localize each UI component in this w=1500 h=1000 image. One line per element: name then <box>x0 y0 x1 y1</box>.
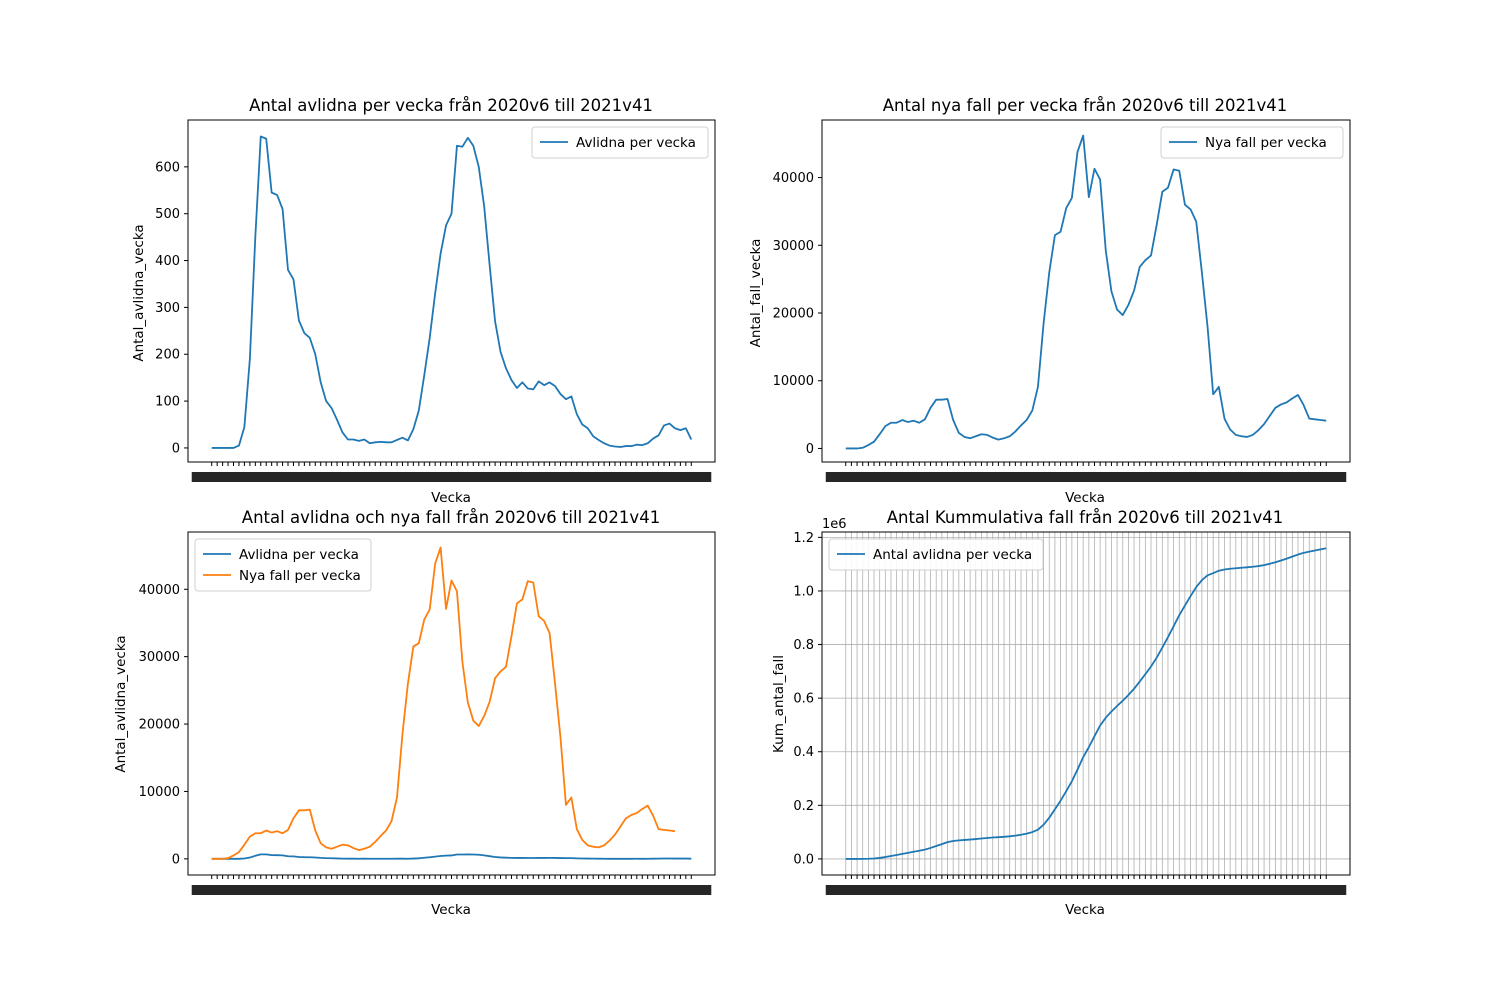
legend: Avlidna per vecka <box>531 126 709 159</box>
y-axis-label: Antal_avlidna_vecka <box>131 224 147 361</box>
series-line-1 <box>845 547 1327 860</box>
legend-frame <box>194 538 372 592</box>
y-tick-label: 400 <box>155 254 180 269</box>
axes-frame <box>187 531 716 876</box>
y-tick-label: 40000 <box>773 171 814 186</box>
series-line-1 <box>845 134 1327 450</box>
legend-entry: Nya fall per vecka <box>239 568 361 584</box>
panel-new-cases-per-week: Antal nya fall per vecka från 2020v6 til… <box>748 96 1351 506</box>
y-scale-note: 1e6 <box>822 517 847 532</box>
legend-entry: Antal avlidna per vecka <box>873 547 1032 563</box>
x-tick-labels-overlap <box>191 885 712 895</box>
series-line-2 <box>211 546 676 860</box>
legend-frame <box>828 538 1044 571</box>
panel-cumulative-cases: Antal Kummulativa fall från 2020v6 till … <box>771 508 1351 918</box>
y-tick-label: 0.8 <box>793 638 814 653</box>
y-tick-label: 100 <box>155 395 180 410</box>
x-axis-label: Vecka <box>1065 902 1105 918</box>
y-tick-label: 30000 <box>773 239 814 254</box>
y-tick-label: 0 <box>806 442 814 457</box>
y-tick-label: 0.0 <box>793 852 814 867</box>
panel-deaths-per-week: Antal avlidna per vecka från 2020v6 till… <box>131 96 716 506</box>
legend-frame <box>1160 126 1344 159</box>
axes-frame <box>821 119 1351 463</box>
axes-frame <box>821 531 1351 876</box>
y-tick-label: 1.2 <box>793 531 814 546</box>
x-tick-labels-overlap <box>825 472 1347 482</box>
y-tick-label: 600 <box>155 160 180 175</box>
y-tick-label: 0 <box>172 852 180 867</box>
y-tick-label: 500 <box>155 207 180 222</box>
y-tick-label: 10000 <box>139 785 180 800</box>
plot-area: 0 10000 20000 30000 40000 Nya fall per vecka <box>773 119 1351 482</box>
y-axis-label: Antal_avlidna_vecka <box>113 635 129 772</box>
legend-entry: Avlidna per vecka <box>239 547 359 563</box>
panel-title: Antal Kummulativa fall från 2020v6 till … <box>887 508 1284 527</box>
panel-deaths-and-cases: Antal avlidna och nya fall från 2020v6 t… <box>113 508 716 918</box>
y-tick-label: 40000 <box>139 583 180 598</box>
y-axis-label: Antal_fall_vecka <box>748 239 764 348</box>
x-axis-label: Vecka <box>431 902 471 918</box>
y-tick-label: 20000 <box>773 307 814 322</box>
axes-frame <box>187 119 716 463</box>
legend-entry: Avlidna per vecka <box>576 135 696 151</box>
y-tick-label: 0.2 <box>793 799 814 814</box>
y-tick-label: 0.6 <box>793 692 814 707</box>
y-tick-label: 300 <box>155 301 180 316</box>
y-tick-label: 1.0 <box>793 584 814 599</box>
legend: Nya fall per vecka <box>1160 126 1344 159</box>
plot-area: 0 10000 20000 30000 40000 Avlidna per vecka Ny… <box>139 531 716 895</box>
x-axis-label: Vecka <box>431 490 471 506</box>
y-tick-label: 10000 <box>773 374 814 389</box>
y-tick-label: 200 <box>155 348 180 363</box>
legend-frame <box>531 126 709 159</box>
series-line-1 <box>211 853 692 860</box>
y-tick-label: 20000 <box>139 718 180 733</box>
y-axis-label: Kum_antal_fall <box>771 655 787 753</box>
panel-title: Antal avlidna och nya fall från 2020v6 t… <box>242 508 660 527</box>
x-tick-labels-overlap <box>825 885 1347 895</box>
y-tick-label: 0.4 <box>793 745 814 760</box>
legend-entry: Nya fall per vecka <box>1205 135 1327 151</box>
series-line-1 <box>211 135 693 449</box>
y-tick-label: 0 <box>172 441 180 456</box>
panel-title: Antal nya fall per vecka från 2020v6 til… <box>883 96 1287 115</box>
plot-area: 0.0 0.2 0.4 0.6 0.8 1.0 1.2 Antal avlidna per v… <box>793 531 1351 895</box>
y-tick-label: 30000 <box>139 650 180 665</box>
x-tick-labels-overlap <box>191 472 712 482</box>
panel-title: Antal avlidna per vecka från 2020v6 till… <box>249 96 653 115</box>
plot-area: 0 100 200 300 400 500 600 Avlidna per vecka <box>155 119 716 482</box>
x-axis-label: Vecka <box>1065 490 1105 506</box>
legend: Avlidna per vecka Nya fall per vecka <box>194 538 372 592</box>
legend: Antal avlidna per vecka <box>828 538 1044 571</box>
